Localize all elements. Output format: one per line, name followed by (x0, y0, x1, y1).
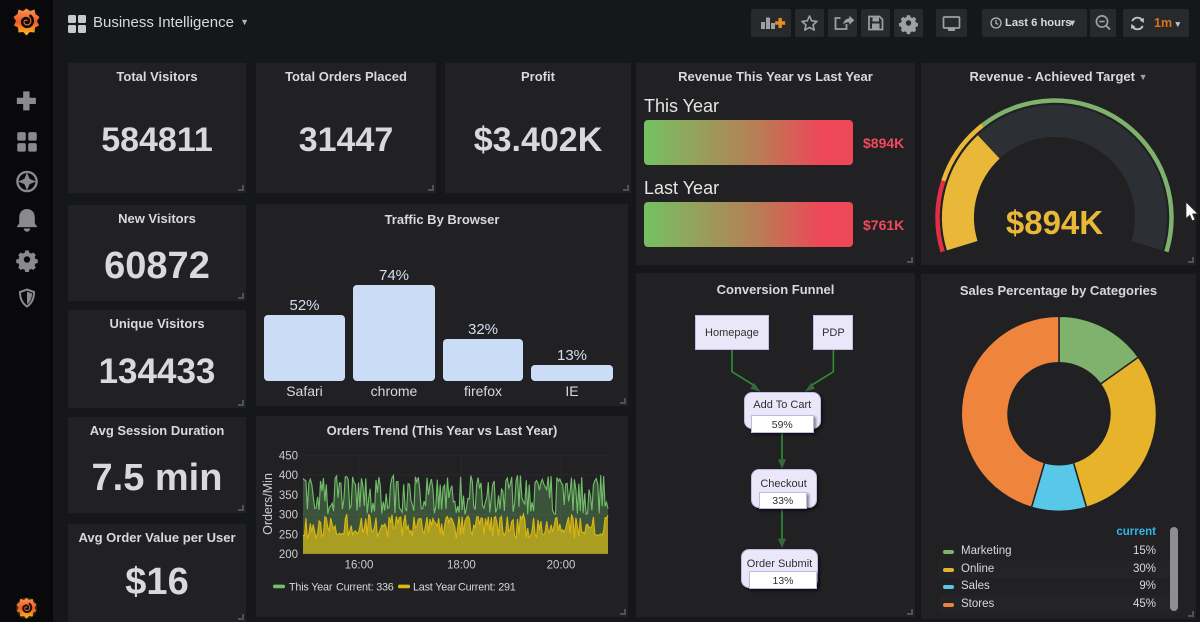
svg-text:Last Year: Last Year (413, 582, 457, 594)
svg-text:18:00: 18:00 (447, 560, 476, 572)
svg-text:Orders/Min: Orders/Min (261, 473, 275, 535)
svg-text:$894K: $894K (1006, 204, 1103, 241)
svg-text:20:00: 20:00 (547, 560, 576, 572)
svg-text:Current: 336: Current: 336 (336, 582, 394, 594)
svg-text:This Year: This Year (289, 582, 333, 594)
svg-text:300: 300 (279, 510, 298, 522)
svg-text:16:00: 16:00 (345, 560, 374, 572)
svg-text:250: 250 (279, 529, 298, 541)
svg-text:200: 200 (279, 549, 298, 561)
svg-text:400: 400 (279, 470, 298, 482)
svg-text:350: 350 (279, 490, 298, 502)
svg-text:450: 450 (279, 451, 298, 463)
svg-text:Current: 291: Current: 291 (458, 582, 516, 594)
